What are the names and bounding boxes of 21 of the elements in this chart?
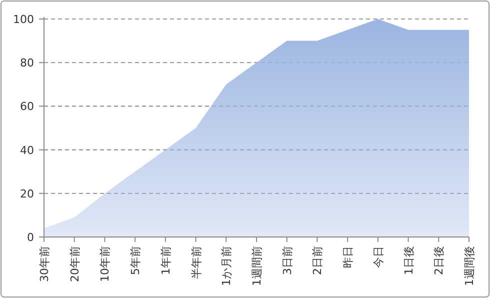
x-tick-label: 10年前 [98, 246, 112, 282]
x-tick-label: 30年前 [38, 246, 51, 282]
x-tick-label: 1か月前 [220, 246, 234, 286]
y-tick-label: 80 [20, 56, 34, 70]
x-tick-label: 5年前 [129, 246, 142, 275]
x-tick-label: 1年前 [159, 246, 172, 275]
y-tick-label: 0 [27, 231, 34, 244]
y-tick-label: 40 [20, 144, 34, 157]
x-tick-label: 昨日 [342, 246, 355, 268]
y-tick-label: 60 [20, 100, 34, 114]
x-tick-label: 2日前 [311, 246, 324, 275]
x-tick-label: 1週間後 [463, 246, 476, 286]
x-tick-label: 2日後 [432, 246, 446, 275]
x-tick-label: 1日後 [402, 246, 416, 275]
x-tick-label: 今日 [372, 246, 385, 268]
x-tick-label: 3日前 [280, 246, 294, 275]
x-tick-label: 1週間前 [250, 246, 264, 286]
y-tick-label: 100 [13, 13, 34, 26]
x-tick-label: 半年前 [190, 246, 203, 279]
y-tick-label: 20 [20, 187, 34, 200]
x-tick-label: 20年前 [68, 246, 82, 282]
